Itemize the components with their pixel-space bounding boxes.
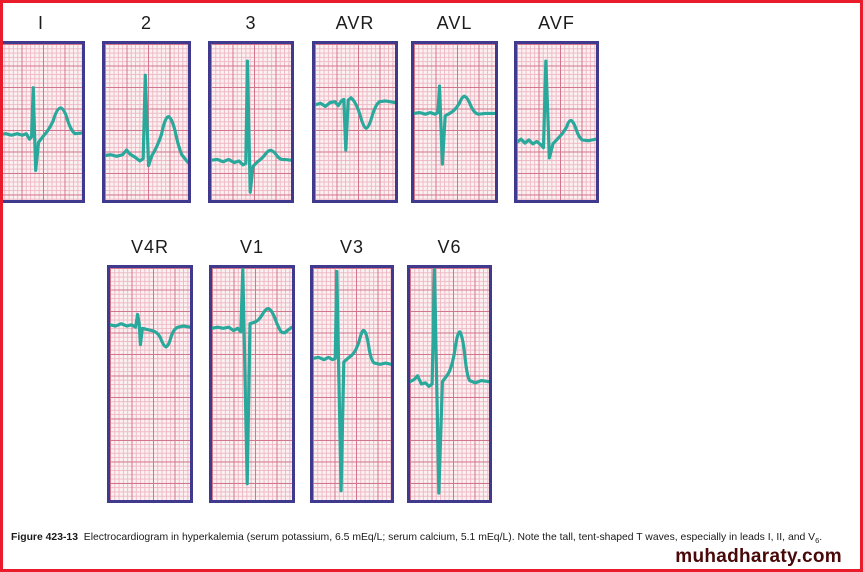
figure-caption-body: Electrocardiogram in hyperkalemia (serum… bbox=[83, 532, 816, 543]
lead-panel-v1: V1 bbox=[209, 237, 295, 503]
ecg-trace-avl bbox=[414, 86, 495, 164]
figure-caption-label: Figure 423-13 bbox=[11, 532, 78, 543]
ecg-strip-v1 bbox=[212, 268, 292, 500]
lead-label-avl: AVL bbox=[436, 13, 473, 33]
ecg-trace-v6 bbox=[410, 269, 489, 493]
ecg-trace-3 bbox=[211, 61, 291, 192]
lead-panel-avr: AVR bbox=[312, 13, 398, 203]
ecg-strip-i bbox=[0, 44, 82, 200]
lead-panel-avl: AVL bbox=[411, 13, 498, 203]
ecg-strip-avl bbox=[414, 44, 495, 200]
ecg-trace-v4r bbox=[110, 314, 190, 346]
lead-label-v1: V1 bbox=[239, 237, 265, 257]
lead-label-avf: AVF bbox=[538, 13, 575, 33]
lead-panel-v4r: V4R bbox=[107, 237, 193, 503]
ecg-trace-avf bbox=[517, 61, 596, 158]
ecg-strip-v4r bbox=[110, 268, 190, 500]
lead-panel-v3: V3 bbox=[310, 237, 394, 503]
ecg-strip-avf bbox=[517, 44, 596, 200]
figure-caption-lead-subscript: 6 bbox=[815, 536, 820, 546]
lead-label-i: I bbox=[37, 13, 44, 33]
lead-label-v6: V6 bbox=[437, 237, 462, 257]
lead-label-v4r: V4R bbox=[130, 237, 169, 257]
ecg-strip-2 bbox=[105, 44, 188, 200]
ecg-strip-v3 bbox=[313, 268, 391, 500]
ecg-strip-v6 bbox=[410, 268, 489, 500]
lead-label-3: 3 bbox=[245, 13, 257, 33]
lead-panel-v6: V6 bbox=[407, 237, 492, 503]
lead-panel-avf: AVF bbox=[514, 13, 599, 203]
watermark-text: muhadharaty.com bbox=[675, 546, 842, 567]
ecg-trace-avr bbox=[315, 98, 395, 150]
lead-panel-i: I bbox=[0, 13, 85, 203]
lead-label-2: 2 bbox=[140, 13, 152, 33]
ecg-trace-v3 bbox=[313, 271, 391, 490]
ecg-strip-3 bbox=[211, 44, 291, 200]
lead-label-v3: V3 bbox=[339, 237, 365, 257]
ecg-strip-avr bbox=[315, 44, 395, 200]
ecg-trace-2 bbox=[105, 75, 188, 165]
figure-caption: Figure 423-13 Electrocardiogram in hyper… bbox=[11, 532, 854, 545]
ecg-trace-i bbox=[0, 88, 82, 171]
ecg-trace-v1 bbox=[212, 269, 292, 484]
lead-panel-2: 2 bbox=[102, 13, 191, 203]
lead-label-avr: AVR bbox=[335, 13, 375, 33]
lead-panel-3: 3 bbox=[208, 13, 294, 203]
figure-caption-period: . bbox=[819, 532, 823, 543]
